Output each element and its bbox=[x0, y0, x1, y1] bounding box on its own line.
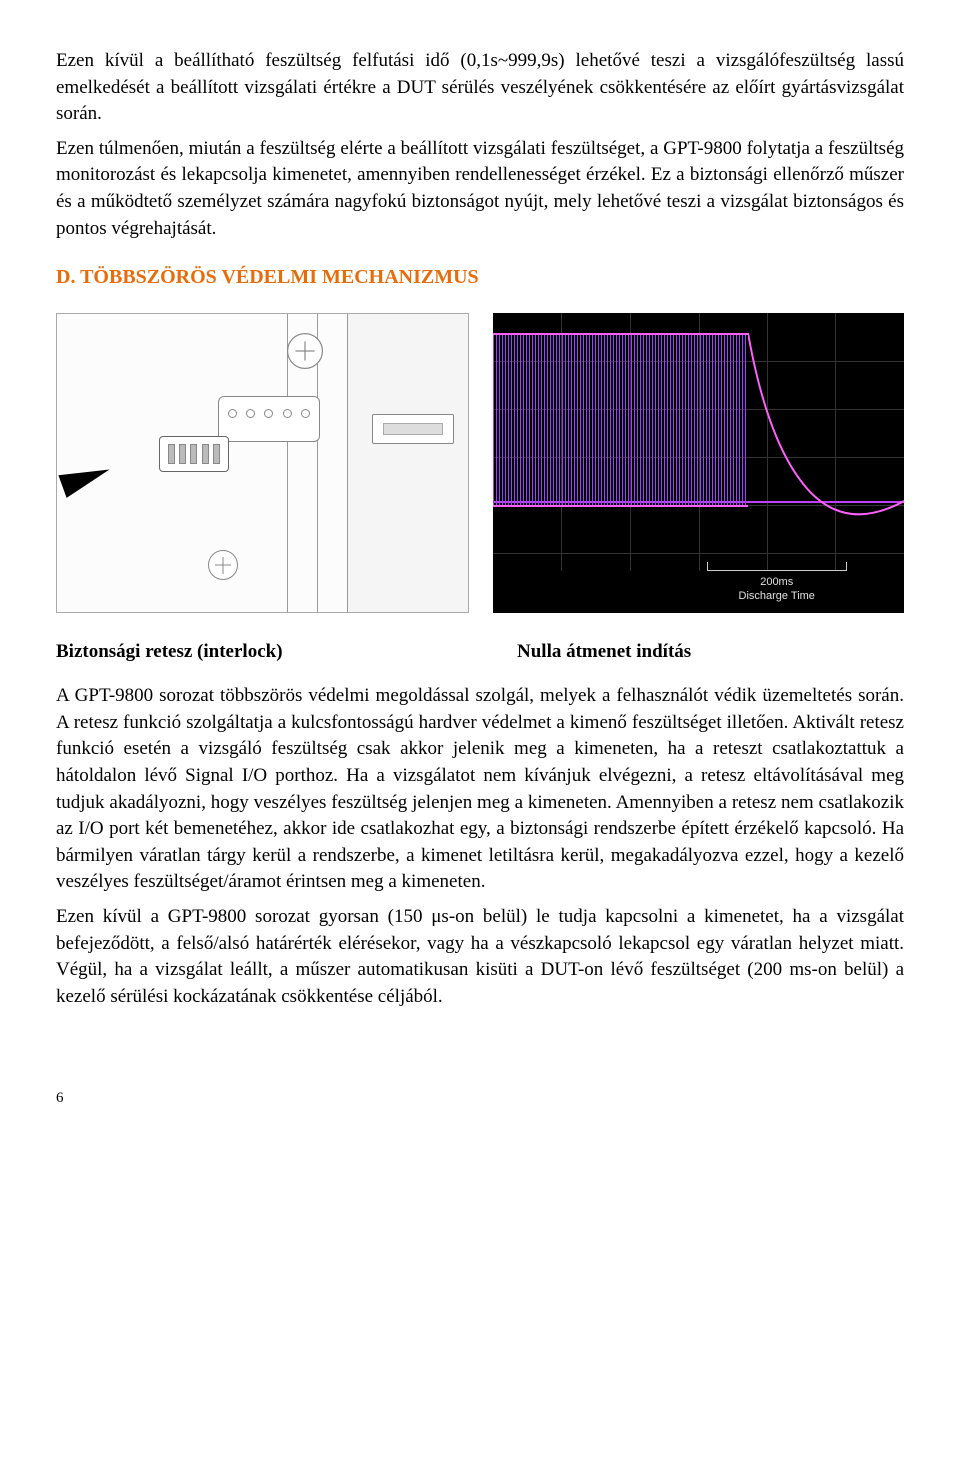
scope-time-marker: 200ms Discharge Time bbox=[707, 562, 847, 604]
scope-decay-trace bbox=[748, 333, 904, 523]
page-number: 6 bbox=[56, 1090, 904, 1107]
figure-interlock-diagram bbox=[56, 313, 469, 613]
sketch-screw bbox=[208, 550, 238, 580]
sketch-screw bbox=[287, 333, 323, 369]
paragraph-intro-1: Ezen kívül a beállítható feszültség felf… bbox=[56, 48, 904, 128]
caption-interlock: Biztonsági retesz (interlock) bbox=[56, 641, 443, 663]
figure-oscilloscope: 200ms Discharge Time bbox=[493, 313, 904, 613]
sketch-interlock-plug bbox=[159, 436, 229, 472]
scope-burst-trace bbox=[493, 333, 748, 507]
paragraph-body-2: Ezen kívül a GPT-9800 sorozat gyorsan (1… bbox=[56, 904, 904, 1010]
paragraph-intro-2: Ezen túlmenően, miután a feszültség elér… bbox=[56, 136, 904, 242]
sketch-usb-port bbox=[372, 414, 454, 444]
scope-marker-time: 200ms bbox=[707, 575, 847, 589]
sketch-connector bbox=[218, 396, 320, 442]
figure-captions: Biztonsági retesz (interlock) Nulla átme… bbox=[56, 641, 904, 663]
document-page: Ezen kívül a beállítható feszültség felf… bbox=[0, 0, 960, 1147]
caption-zero-crossing: Nulla átmenet indítás bbox=[443, 641, 904, 663]
figure-row: 200ms Discharge Time bbox=[56, 313, 904, 613]
paragraph-body-1: A GPT-9800 sorozat többszörös védelmi me… bbox=[56, 683, 904, 896]
sketch-panel bbox=[347, 314, 468, 612]
section-heading-d: D. TÖBBSZÖRÖS VÉDELMI MECHANIZMUS bbox=[56, 266, 904, 289]
arrow-icon bbox=[58, 458, 113, 498]
scope-marker-caption: Discharge Time bbox=[707, 589, 847, 603]
